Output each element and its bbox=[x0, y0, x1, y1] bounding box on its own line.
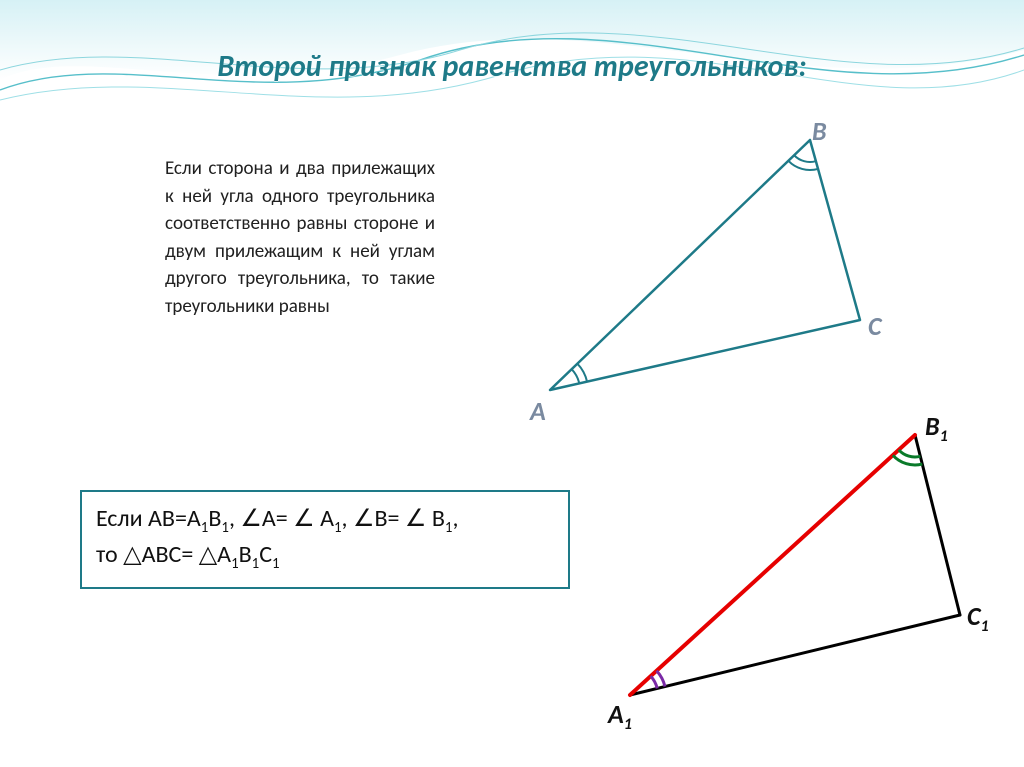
vertex-label-c: C bbox=[868, 310, 881, 342]
vertex-label-a1: A1 bbox=[608, 698, 632, 734]
triangle-abc: A B C bbox=[490, 120, 910, 420]
theorem-box: Если AB=A1B1, ∠A= ∠ A1, ∠B= ∠ B1, то △AB… bbox=[80, 490, 570, 589]
vertex-label-c1: C1 bbox=[967, 600, 989, 636]
theorem-line2: то △ABC= △A1B1C1 bbox=[96, 538, 554, 574]
vertex-label-b: B bbox=[812, 115, 827, 147]
theorem-line1: Если AB=A1B1, ∠A= ∠ A1, ∠B= ∠ B1, bbox=[96, 502, 554, 538]
theorem-text: Если сторона и два прилежащих к ней угла… bbox=[165, 155, 435, 320]
triangle-a1b1c1: A1 B1 C1 bbox=[595, 415, 1005, 715]
vertex-label-b1: B1 bbox=[925, 410, 948, 446]
vertex-label-a: A bbox=[530, 395, 546, 427]
page-title: Второй признак равенства треугольников: bbox=[0, 48, 1024, 85]
